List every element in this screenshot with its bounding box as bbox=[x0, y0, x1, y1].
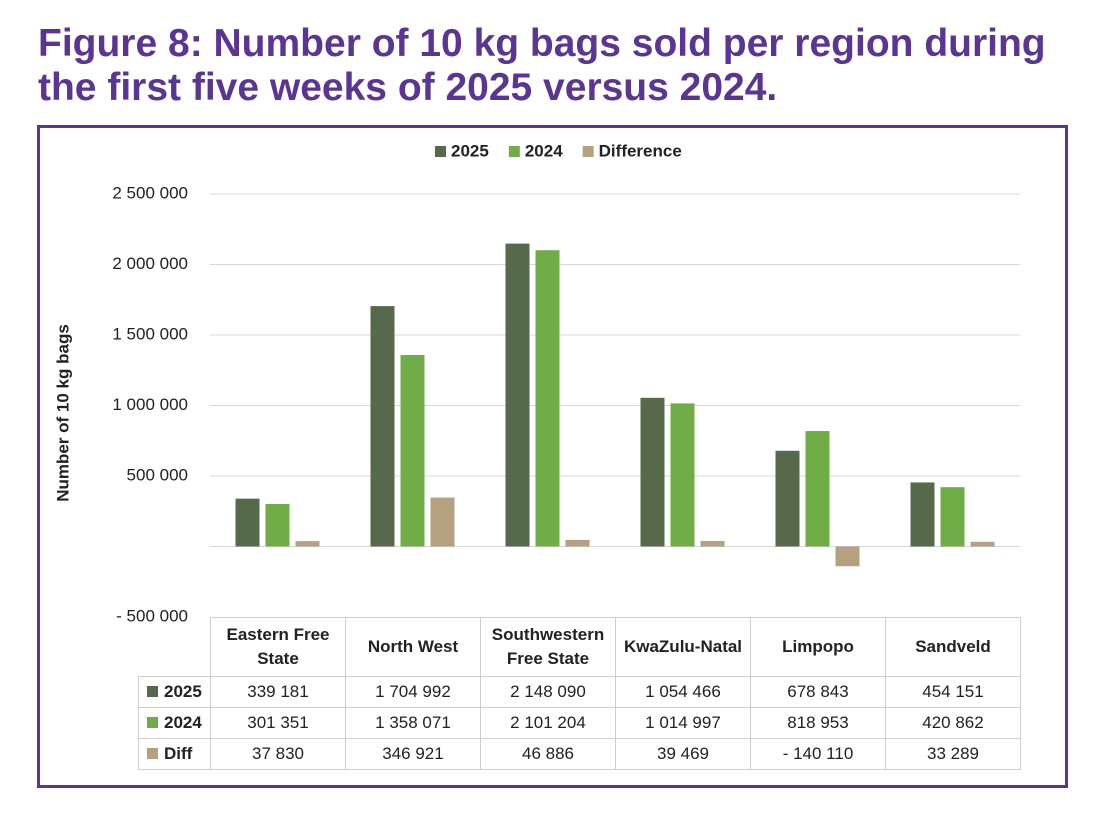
value-label: 454 151 bbox=[885, 676, 1021, 708]
bar bbox=[565, 539, 590, 547]
bar bbox=[535, 250, 560, 547]
legend-key bbox=[582, 146, 594, 157]
value-label: 39 469 bbox=[615, 738, 751, 770]
value-label: 2 101 204 bbox=[480, 707, 616, 739]
row-key bbox=[147, 717, 158, 728]
bar bbox=[430, 497, 455, 547]
row-label-cell: Diff bbox=[138, 738, 211, 770]
bar bbox=[805, 431, 830, 547]
y-tick-label: 1 000 000 bbox=[112, 395, 188, 414]
legend-key bbox=[435, 146, 446, 157]
category-label: Sandveld bbox=[885, 617, 1021, 677]
table-row: Diff 37 830 346 921 46 886 39 469- 140 110 33… bbox=[138, 738, 1021, 770]
value-label: 339 181 bbox=[210, 676, 346, 708]
value-label: 346 921 bbox=[345, 738, 481, 770]
bar bbox=[940, 487, 965, 547]
value-label: 1 704 992 bbox=[345, 676, 481, 708]
bar bbox=[235, 498, 260, 547]
legend-label: 2024 bbox=[525, 141, 563, 160]
value-label: 301 351 bbox=[210, 707, 346, 739]
table-corner bbox=[139, 618, 211, 677]
value-label: - 140 110 bbox=[750, 738, 886, 770]
bar bbox=[640, 397, 665, 547]
row-key bbox=[147, 748, 158, 759]
value-label: 420 862 bbox=[885, 707, 1021, 739]
category-label: North West bbox=[345, 617, 481, 677]
bar bbox=[835, 546, 860, 567]
value-label: 1 014 997 bbox=[615, 707, 751, 739]
table-row: 2025 339 181 1 704 992 2 148 090 1 054 466 67… bbox=[138, 676, 1021, 708]
row-label: 2024 bbox=[164, 713, 202, 732]
value-label: 678 843 bbox=[750, 676, 886, 708]
bar bbox=[775, 450, 800, 547]
category-label: Eastern Free State bbox=[210, 617, 346, 677]
bar bbox=[400, 355, 425, 547]
table-header-row: Eastern Free State North West Southwestern… bbox=[139, 617, 1021, 677]
y-axis-title: Number of 10 kg bags bbox=[53, 324, 72, 502]
chart-title: Figure 8: Number of 10 kg bags sold per … bbox=[38, 22, 1046, 109]
bar bbox=[505, 243, 530, 547]
legend-label: Difference bbox=[599, 141, 682, 160]
value-label: 2 148 090 bbox=[480, 676, 616, 708]
row-label-cell: 2025 bbox=[138, 676, 211, 708]
category-label: Limpopo bbox=[750, 617, 886, 677]
value-label: 818 953 bbox=[750, 707, 886, 739]
value-label: 46 886 bbox=[480, 738, 616, 770]
legend-label: 2025 bbox=[451, 141, 489, 160]
bar bbox=[700, 540, 725, 547]
category-label: KwaZulu-Natal bbox=[615, 617, 751, 677]
y-tick-label: - 500 000 bbox=[116, 606, 188, 625]
value-label: 37 830 bbox=[210, 738, 346, 770]
bar bbox=[265, 504, 290, 547]
y-tick-label: 2 000 000 bbox=[112, 254, 188, 273]
row-label: 2025 bbox=[164, 682, 202, 701]
y-tick-label: 500 000 bbox=[127, 465, 188, 484]
row-label-cell: 2024 bbox=[138, 707, 211, 739]
value-label: 1 054 466 bbox=[615, 676, 751, 708]
data-table: Eastern Free State North West Southwestern… bbox=[138, 617, 1021, 770]
bar bbox=[910, 482, 935, 547]
category-label: Southwestern Free State bbox=[480, 617, 616, 677]
y-tick-label: 1 500 000 bbox=[112, 324, 188, 343]
row-label: Diff bbox=[164, 744, 193, 763]
bar bbox=[670, 403, 695, 547]
bar bbox=[370, 306, 395, 547]
chart-frame bbox=[37, 125, 1068, 788]
bar bbox=[295, 541, 320, 547]
value-label: 1 358 071 bbox=[345, 707, 481, 739]
value-label: 33 289 bbox=[885, 738, 1021, 770]
legend-key bbox=[508, 146, 520, 157]
bar bbox=[970, 541, 995, 547]
y-tick-label: 2 500 000 bbox=[112, 183, 188, 202]
row-key bbox=[147, 686, 158, 697]
table-row: 2024 301 351 1 358 071 2 101 204 1 014 997 81… bbox=[138, 707, 1021, 739]
